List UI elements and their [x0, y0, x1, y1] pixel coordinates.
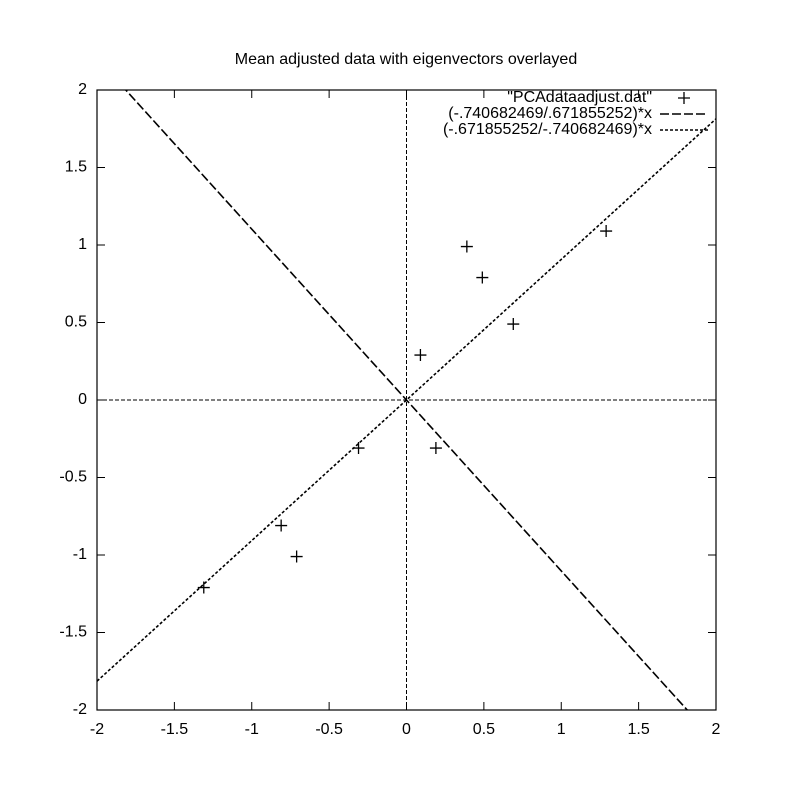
eigenvector-line [97, 118, 716, 682]
y-tick-label: -0.5 [59, 469, 87, 486]
data-point [507, 318, 520, 331]
data-point [197, 581, 210, 594]
chart-title: Mean adjusted data with eigenvectors ove… [235, 51, 577, 68]
data-point [290, 550, 303, 563]
data-point [600, 225, 613, 238]
y-tick-label: -2 [73, 701, 87, 718]
data-point [275, 519, 288, 532]
legend-label: (-.740682469/.671855252)*x [448, 105, 652, 122]
eigenvector-line [124, 90, 689, 710]
x-tick-label: -1 [245, 721, 259, 738]
data-point [476, 271, 489, 284]
x-tick-label: 0.5 [473, 721, 495, 738]
x-tick-label: 2 [712, 721, 721, 738]
y-tick-label: 0 [78, 391, 87, 408]
x-tick-label: 1.5 [628, 721, 650, 738]
y-tick-label: 0.5 [65, 314, 87, 331]
legend-label: (-.671855252/-.740682469)*x [443, 121, 652, 138]
x-tick-label: 0 [402, 721, 411, 738]
data-point [460, 240, 473, 253]
x-tick-label: 1 [557, 721, 566, 738]
x-tick-label: -0.5 [315, 721, 343, 738]
y-tick-label: -1.5 [59, 624, 87, 641]
data-point [429, 442, 442, 455]
legend-marker [678, 92, 690, 104]
y-tick-label: 1 [78, 236, 87, 253]
x-tick-label: -2 [90, 721, 104, 738]
plot-area [97, 90, 716, 710]
data-point [414, 349, 427, 362]
y-tick-label: -1 [73, 546, 87, 563]
y-tick-label: 1.5 [65, 159, 87, 176]
y-tick-label: 2 [78, 81, 87, 98]
x-tick-label: -1.5 [161, 721, 189, 738]
legend-label: "PCAdataadjust.dat" [507, 89, 652, 106]
